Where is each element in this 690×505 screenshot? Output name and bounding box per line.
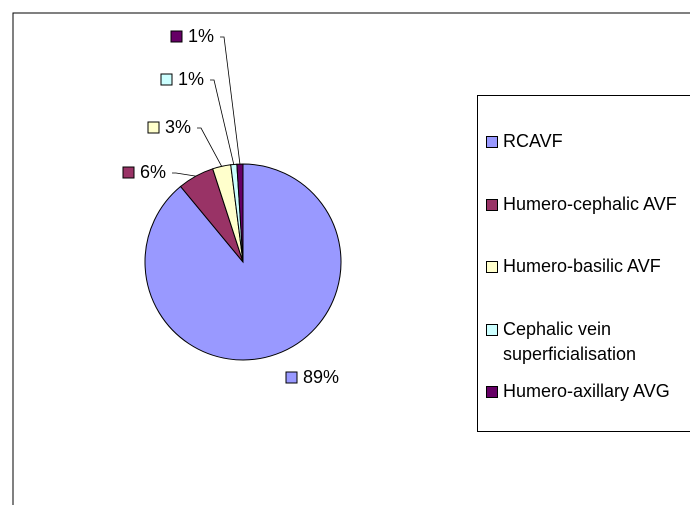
legend-swatch bbox=[486, 199, 498, 211]
legend-label: RCAVF bbox=[503, 131, 563, 151]
data-label: 1% bbox=[188, 26, 214, 46]
legend-swatch bbox=[486, 136, 498, 148]
legend-item: Humero-basilic AVF bbox=[486, 254, 690, 279]
label-swatch bbox=[285, 371, 298, 384]
legend: RCAVF Humero-cephalic AVF Humero-basilic A… bbox=[477, 95, 690, 432]
legend-swatch bbox=[486, 261, 498, 273]
leader-line bbox=[172, 172, 196, 177]
legend-item: RCAVF bbox=[486, 129, 690, 154]
legend-label: Cephalic vein superficialisation bbox=[503, 319, 637, 364]
data-label: 89% bbox=[303, 367, 339, 387]
data-label: 3% bbox=[165, 117, 191, 137]
legend-item: Cephalic vein superficialisation bbox=[486, 317, 690, 367]
leader-line bbox=[210, 79, 235, 165]
chart-frame bbox=[12, 12, 690, 505]
legend-item: Humero-cephalic AVF bbox=[486, 192, 690, 217]
legend-swatch bbox=[486, 324, 498, 336]
data-label: 6% bbox=[140, 162, 166, 182]
legend-label: Humero-basilic AVF bbox=[503, 256, 661, 276]
label-swatch bbox=[170, 30, 183, 43]
data-label: 1% bbox=[178, 69, 204, 89]
legend-item: Humero-axillary AVG bbox=[486, 379, 690, 404]
label-swatch bbox=[122, 166, 135, 179]
legend-swatch bbox=[486, 386, 498, 398]
leader-line bbox=[220, 36, 241, 165]
label-swatch bbox=[160, 73, 173, 86]
label-swatch bbox=[147, 121, 160, 134]
leader-line bbox=[197, 127, 222, 167]
legend-label: Humero-cephalic AVF bbox=[503, 194, 677, 214]
legend-label: Humero-axillary AVG bbox=[503, 381, 670, 401]
